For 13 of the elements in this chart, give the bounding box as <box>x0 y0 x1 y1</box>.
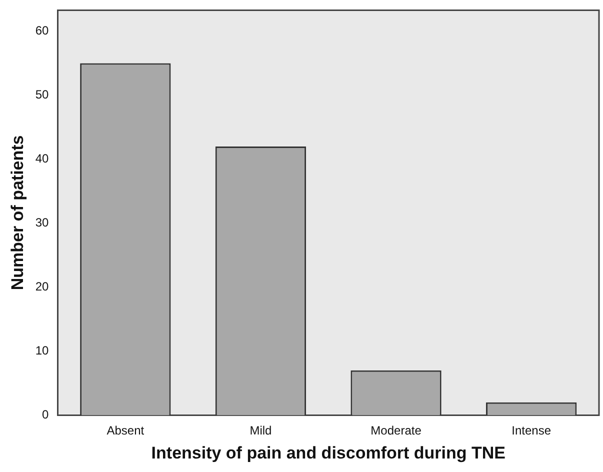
y-tick-label: 60 <box>35 24 50 38</box>
y-axis-title: Number of patients <box>8 135 27 290</box>
x-tick-label: Intense <box>512 424 552 438</box>
x-tick-label: Absent <box>106 424 145 438</box>
y-tick-label: 30 <box>35 216 50 230</box>
x-axis-title: Intensity of pain and discomfort during TNE <box>151 443 506 462</box>
y-tick-label: 40 <box>35 152 50 166</box>
y-tick-label: 20 <box>35 280 50 294</box>
y-tick-label: 10 <box>35 344 50 358</box>
x-tick-label: Mild <box>250 424 272 438</box>
y-tick-label: 50 <box>35 88 50 102</box>
y-tick-label: 0 <box>42 408 50 422</box>
x-tick-label: Moderate <box>370 424 422 438</box>
